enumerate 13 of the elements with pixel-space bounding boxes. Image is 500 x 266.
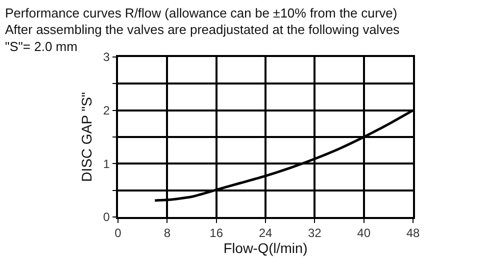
x-tick-label: 0: [114, 226, 122, 240]
x-tick-label: 16: [210, 226, 224, 240]
y-tick-label: 2: [103, 104, 110, 118]
x-tick-label: 8: [164, 226, 171, 240]
x-tick-label: 48: [406, 226, 420, 240]
x-tick-label: 32: [308, 226, 322, 240]
y-tick-label: 0: [103, 210, 110, 224]
y-tick-label: 3: [103, 50, 110, 64]
x-tick-label: 24: [258, 226, 272, 240]
y-axis-title: DISC GAP "S": [78, 92, 94, 182]
x-axis-title: Flow-Q(l/min): [224, 240, 308, 256]
x-tick-label: 40: [357, 226, 371, 240]
y-tick-label: 1: [103, 156, 110, 171]
